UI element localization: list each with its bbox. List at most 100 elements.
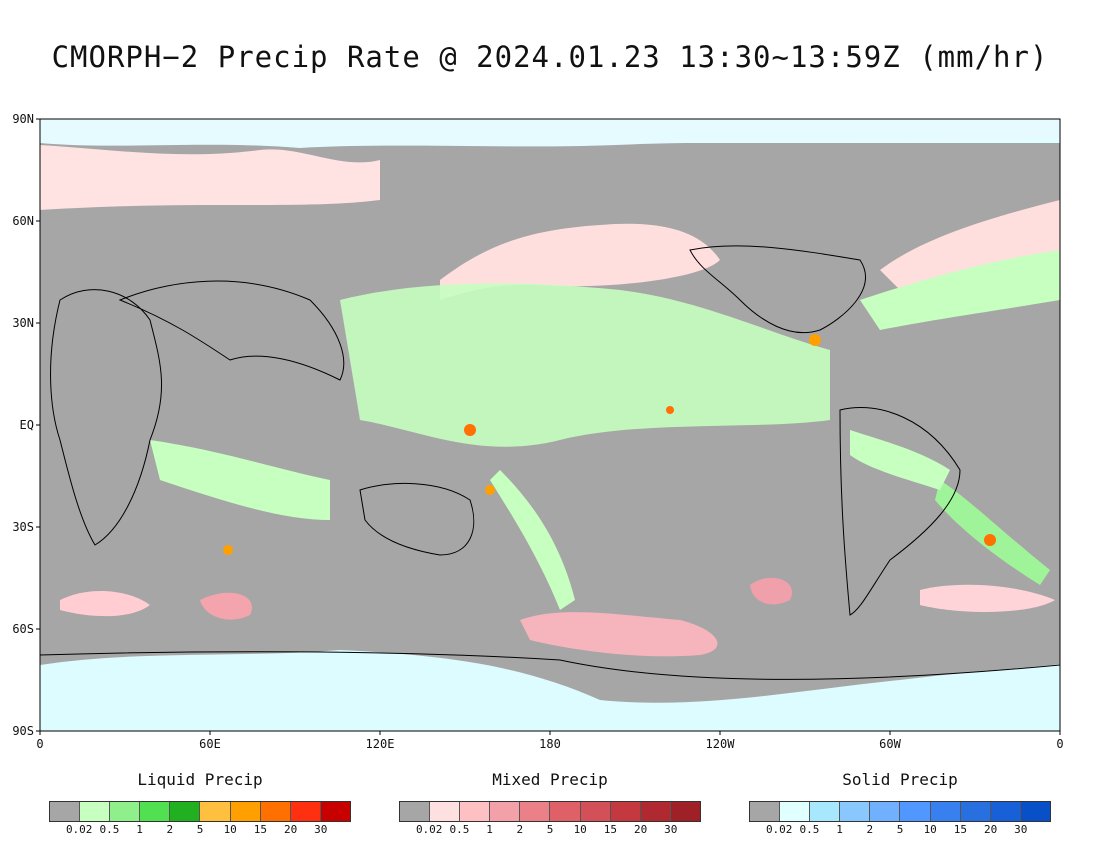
heavy-precip-cell <box>223 545 233 555</box>
legend-swatch <box>230 802 261 821</box>
legend-tick-label: 1 <box>486 823 493 836</box>
legend-tick-label: 10 <box>573 823 587 836</box>
legend-swatch <box>960 802 991 821</box>
legend-tick-label: 2 <box>866 823 874 836</box>
legend-tick-label: 0.5 <box>799 823 820 836</box>
lat-label-60n: 60N <box>12 214 34 228</box>
legend-swatch <box>580 802 611 821</box>
legend-tick-label: 0.02 <box>65 823 93 836</box>
legend-tick-label: 20 <box>283 823 298 836</box>
lat-label-30n: 30N <box>12 316 34 330</box>
lat-label-eq: EQ <box>19 418 34 432</box>
antarctica-outline <box>40 651 1060 680</box>
legend-swatch <box>460 802 491 821</box>
legend-swatch <box>260 802 291 821</box>
legend-swatch <box>610 802 641 821</box>
legend-tick-label: 30 <box>1014 823 1028 836</box>
legend-swatch <box>990 802 1021 821</box>
legend-color-bar <box>749 801 1051 822</box>
liquid-precip-south-atlantic <box>935 480 1050 585</box>
legend-swatch <box>50 802 81 821</box>
legend-swatch <box>810 802 841 821</box>
legend-title: Solid Precip <box>842 770 958 789</box>
legend-tick-label: 5 <box>546 823 554 836</box>
lon-label-0: 0 <box>36 737 44 751</box>
lon-label-60w: 60W <box>879 737 901 751</box>
legend-tick-label: 30 <box>314 823 328 836</box>
heavy-precip-cell <box>984 534 996 546</box>
liquid-precip-tropical-pacific <box>340 283 830 447</box>
legend-swatch <box>1020 802 1050 821</box>
lat-ticks <box>36 118 40 732</box>
mixed-precip-swirl-1 <box>60 590 150 617</box>
lon-label-60e: 60E <box>199 737 221 751</box>
map-title: CMORPH−2 Precip Rate @ 2024.01.23 13:30~… <box>51 40 1049 74</box>
legend-swatch <box>930 802 961 821</box>
legend-tick-label: 2 <box>516 823 524 836</box>
legend-tick-label: 15 <box>953 823 968 836</box>
asia-south-outline <box>118 280 345 381</box>
heavy-precip-cell <box>485 485 495 495</box>
legend-swatch <box>900 802 931 821</box>
legend-swatch <box>640 802 671 821</box>
legend-tick-label: 0.02 <box>765 823 793 836</box>
legend-solid-precip: Solid Precip 0.02 0.5 1 2 5 10 15 20 30 <box>749 770 1051 836</box>
legend-tick-labels: 0.02 0.5 1 2 5 10 15 20 30 <box>49 822 351 836</box>
coastlines <box>40 245 1060 680</box>
legend-tick-label: 15 <box>603 823 618 836</box>
legend-tick-label: 1 <box>836 823 843 836</box>
liquid-precip-indian-ocean <box>150 440 330 520</box>
mixed-precip-eurasia <box>40 145 380 210</box>
legend-swatch <box>670 802 700 821</box>
africa-outline <box>50 289 163 546</box>
legend-swatch <box>520 802 551 821</box>
legend-swatch <box>110 802 141 821</box>
legend-swatch <box>870 802 901 821</box>
legend-tick-label: 20 <box>633 823 648 836</box>
legend-swatch <box>170 802 201 821</box>
legend-swatch <box>550 802 581 821</box>
lat-label-60s: 60S <box>12 622 34 636</box>
legend-mixed-precip: Mixed Precip 0.02 0.5 1 2 5 10 15 20 30 <box>399 770 701 836</box>
mixed-precip-south-atlantic <box>920 584 1055 612</box>
legend-tick-label: 30 <box>664 823 678 836</box>
legend-tick-labels: 0.02 0.5 1 2 5 10 15 20 30 <box>399 822 701 836</box>
lat-label-90n: 90N <box>12 112 34 126</box>
lat-label-90s: 90S <box>12 724 34 738</box>
legend-swatch <box>780 802 811 821</box>
legend-tick-label: 0.02 <box>415 823 443 836</box>
heavy-precip-cell <box>666 406 674 414</box>
legend-title: Mixed Precip <box>492 770 608 789</box>
legend-tick-label: 5 <box>196 823 204 836</box>
legend-swatch <box>140 802 171 821</box>
lat-label-30s: 30S <box>12 520 34 534</box>
legend-swatch <box>490 802 521 821</box>
legend-tick-label: 1 <box>136 823 143 836</box>
liquid-precip-spcz <box>490 470 575 610</box>
antarctic-solid-precip <box>40 650 1060 731</box>
lon-label-0-east: 0 <box>1056 737 1064 751</box>
legend-tick-label: 20 <box>983 823 998 836</box>
legend-tick-labels: 0.02 0.5 1 2 5 10 15 20 30 <box>749 822 1051 836</box>
lon-label-180: 180 <box>539 737 561 751</box>
heavy-precip-cell <box>809 334 821 346</box>
legend-tick-label: 10 <box>223 823 237 836</box>
south-america-outline <box>839 407 961 616</box>
legend-tick-label: 0.5 <box>99 823 120 836</box>
legend-tick-label: 10 <box>923 823 937 836</box>
legend-tick-label: 0.5 <box>449 823 470 836</box>
arctic-solid-fringe <box>40 119 1060 148</box>
lon-label-120e: 120E <box>365 737 395 751</box>
legend-swatch <box>290 802 321 821</box>
legend-swatch <box>200 802 231 821</box>
mixed-precip-swirl-3 <box>750 577 792 605</box>
lon-label-120w: 120W <box>705 737 735 751</box>
north-america-outline <box>689 245 866 334</box>
legend-swatch <box>840 802 871 821</box>
legend-swatch <box>750 802 781 821</box>
liquid-precip-amazon <box>850 430 950 490</box>
legend-title: Liquid Precip <box>137 770 263 789</box>
legend-swatch <box>430 802 461 821</box>
legend-tick-label: 15 <box>253 823 268 836</box>
